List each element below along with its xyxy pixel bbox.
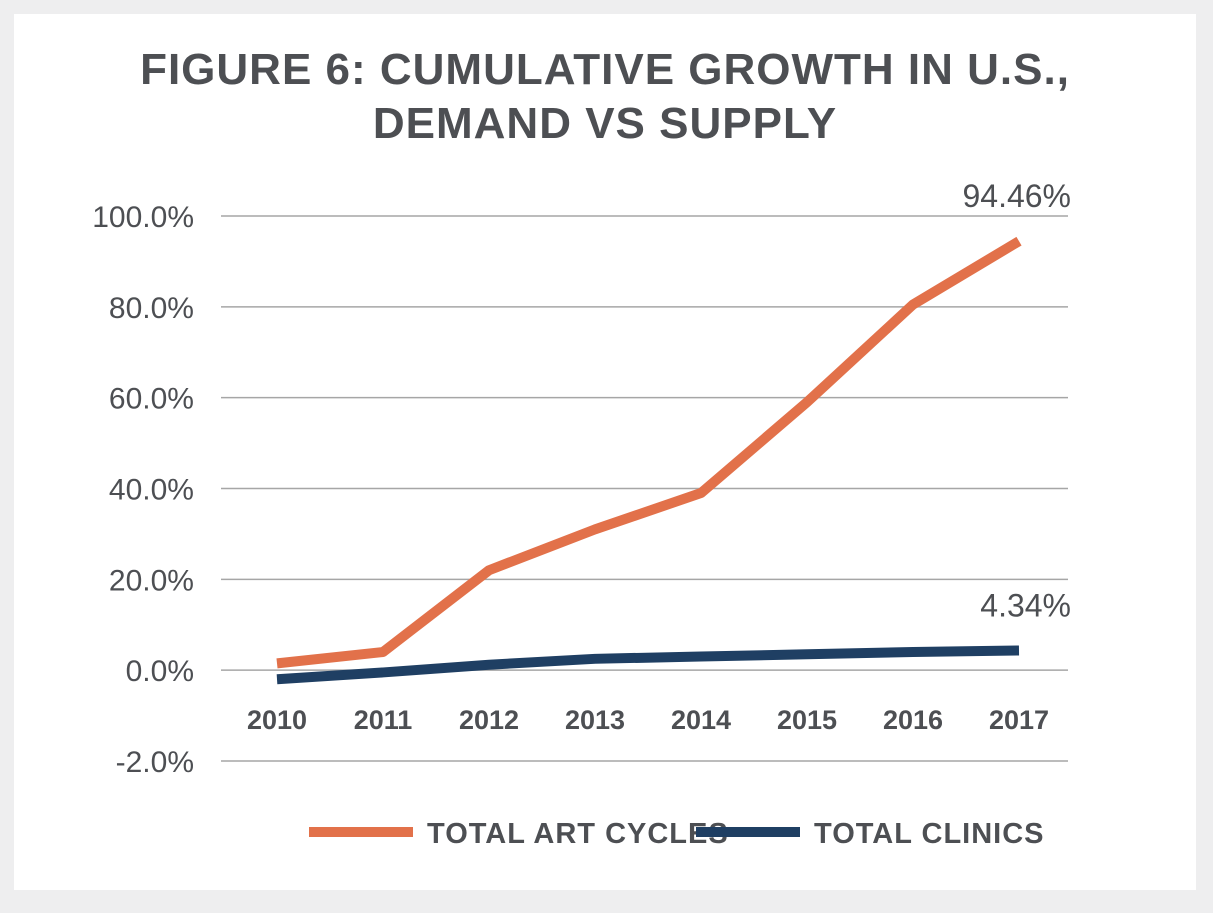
legend: TOTAL ART CYCLES TOTAL CLINICS [309, 818, 1045, 850]
y-axis-ticks: 100.0% 80.0% 60.0% 40.0% 20.0% 0.0% -2.0% [92, 201, 194, 779]
y-tick-label: 100.0% [92, 201, 194, 234]
series-lines [276, 236, 1022, 685]
series-line-total-art-cycles [276, 236, 1022, 669]
y-tick-label: 0.0% [126, 655, 194, 688]
end-label: 94.46% [962, 178, 1071, 214]
x-axis-ticks: 2010 2011 2012 2013 2014 2015 2016 2017 [247, 705, 1049, 735]
chart-title-line-2: DEMAND VS SUPPLY [373, 99, 837, 148]
line-chart: FIGURE 6: CUMULATIVE GROWTH IN U.S., DEM… [92, 45, 1071, 850]
y-tick-label: 20.0% [109, 564, 194, 597]
y-tick-label: 60.0% [109, 383, 194, 416]
series-line-total-clinics [276, 645, 1020, 685]
end-labels: 94.46% 4.34% [962, 178, 1071, 623]
chart-title-line-1: FIGURE 6: CUMULATIVE GROWTH IN U.S., [140, 45, 1070, 94]
x-tick-label: 2011 [354, 705, 413, 735]
legend-label: TOTAL ART CYCLES [427, 818, 729, 850]
y-tick-label: 40.0% [109, 474, 194, 507]
end-label: 4.34% [980, 587, 1071, 623]
x-tick-label: 2010 [247, 705, 307, 735]
y-tick-label: -2.0% [116, 746, 194, 779]
chart-card: FIGURE 6: CUMULATIVE GROWTH IN U.S., DEM… [14, 14, 1196, 890]
y-tick-label: 80.0% [109, 292, 194, 325]
x-tick-label: 2013 [565, 705, 625, 735]
x-tick-label: 2015 [777, 705, 837, 735]
x-tick-label: 2017 [989, 705, 1049, 735]
x-tick-label: 2016 [883, 705, 943, 735]
x-tick-label: 2012 [459, 705, 519, 735]
x-tick-label: 2014 [671, 705, 731, 735]
legend-label: TOTAL CLINICS [814, 818, 1045, 850]
chart-title: FIGURE 6: CUMULATIVE GROWTH IN U.S., DEM… [140, 45, 1070, 148]
